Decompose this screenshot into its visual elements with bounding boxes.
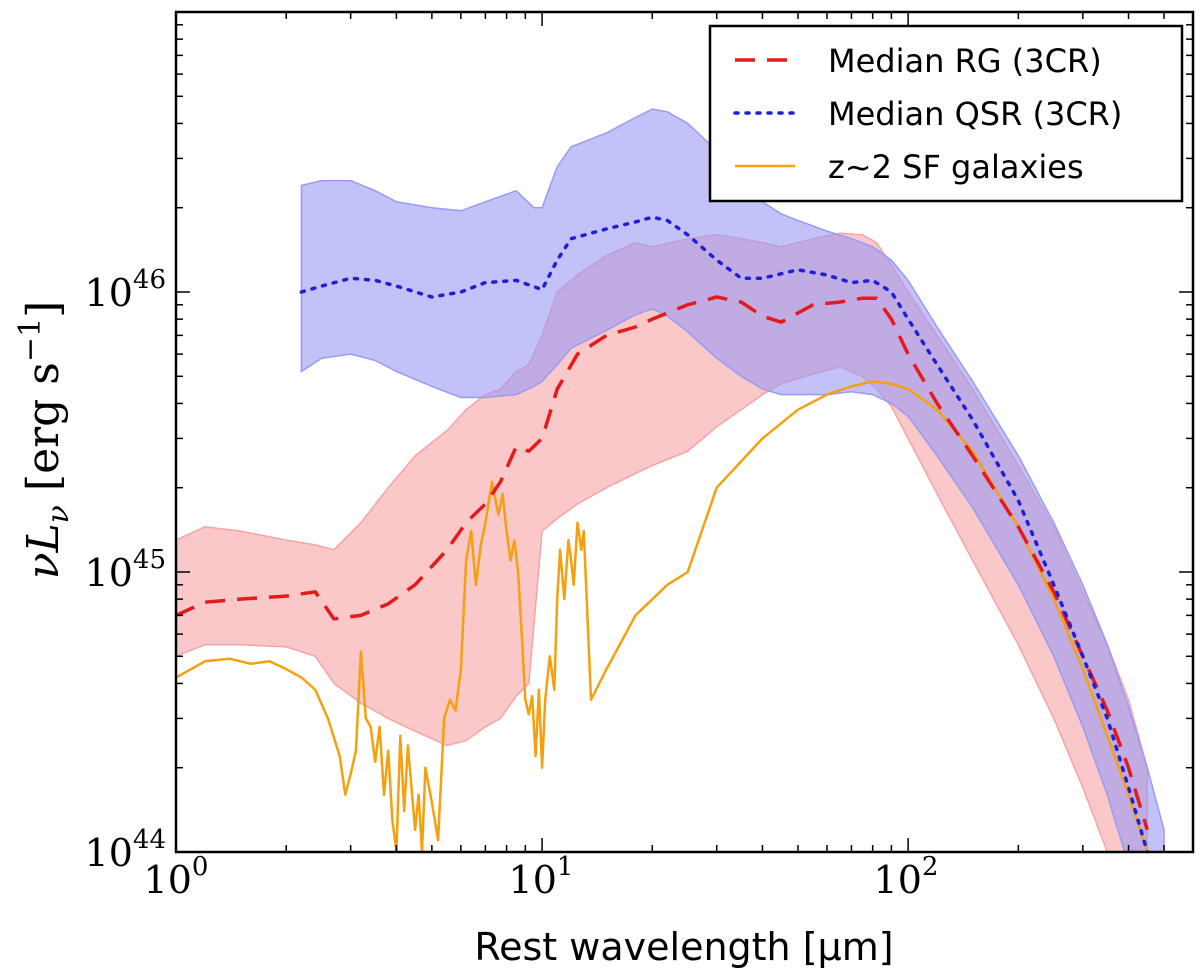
y-tick-label: 1045 — [85, 545, 166, 595]
band-qsr-range — [300, 108, 1165, 852]
y-tick-label: 1046 — [85, 265, 166, 315]
legend-label-qsr: Median QSR (3CR) — [828, 95, 1122, 133]
legend-label-rg: Median RG (3CR) — [828, 42, 1102, 80]
y-tick-labels: 1044 1045 1046 — [85, 265, 166, 875]
series-line-median-qsr-3cr — [299, 215, 1150, 852]
x-tick-label: 101 — [509, 852, 574, 902]
y-axis-label: νLν [erg s−1] — [13, 301, 76, 580]
legend: Median RG (3CR) Median QSR (3CR) z~2 SF … — [708, 24, 1184, 203]
series-line-z-2-sf-galaxies — [176, 380, 1149, 852]
x-tick-label: 102 — [874, 852, 939, 902]
x-axis-label: Rest wavelength [μm] — [474, 925, 893, 969]
x-tick-label: 100 — [144, 852, 209, 902]
x-tick-labels: 100 101 102 — [144, 852, 939, 902]
legend-label-sf: z~2 SF galaxies — [828, 148, 1084, 186]
series-line-median-rg-3cr — [176, 295, 1149, 831]
lines-layer — [176, 215, 1150, 852]
axes-frame — [174, 10, 1195, 854]
y-tick-label: 1044 — [85, 825, 166, 875]
